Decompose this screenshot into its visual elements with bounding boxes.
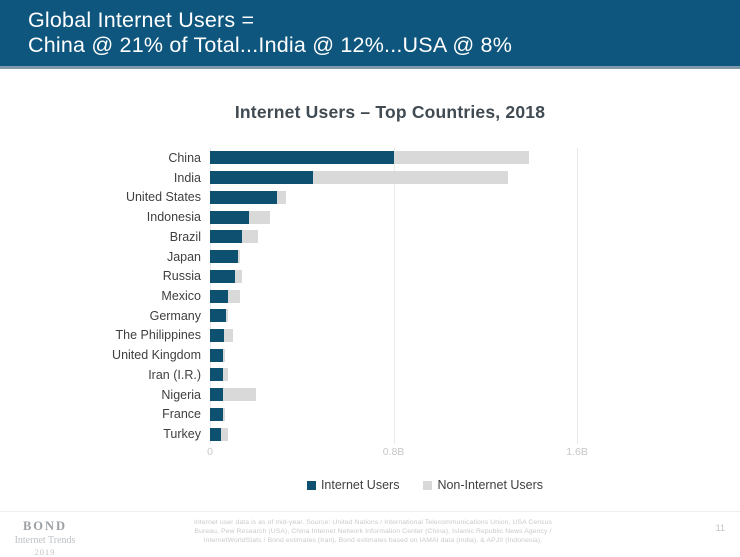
chart-row: The Philippines bbox=[116, 326, 640, 346]
non-internet-users-bar bbox=[248, 210, 270, 224]
internet-users-bar bbox=[210, 427, 222, 441]
bond-logo-subtitle: Internet Trends bbox=[14, 535, 76, 546]
chart-row: Iran (I.R.) bbox=[148, 365, 640, 385]
internet-users-bar bbox=[210, 230, 243, 244]
non-internet-users-bar bbox=[221, 427, 229, 441]
bond-logo: BOND Internet Trends 2019 bbox=[4, 519, 86, 557]
non-internet-users-bar bbox=[222, 368, 229, 382]
legend-label: Non-Internet Users bbox=[437, 478, 544, 492]
chart-row: Indonesia bbox=[147, 207, 640, 227]
non-internet-users-bar bbox=[393, 151, 529, 165]
page-number: 11 bbox=[715, 523, 725, 533]
slide-footer: BOND Internet Trends 2019 Internet user … bbox=[0, 511, 740, 557]
internet-users-bar bbox=[210, 151, 394, 165]
non-internet-users-bar bbox=[276, 190, 286, 204]
internet-users-bar bbox=[210, 250, 238, 264]
plot-area: China India United States Indonesia Brazil Ja… bbox=[112, 148, 640, 444]
non-internet-users-bar bbox=[242, 230, 259, 244]
chart-row: Mexico bbox=[161, 286, 640, 306]
chart-row: Russia bbox=[163, 266, 640, 286]
country-label: United States bbox=[125, 190, 201, 205]
country-label: Indonesia bbox=[146, 210, 201, 225]
country-label: Germany bbox=[149, 308, 201, 323]
country-label: China bbox=[168, 150, 201, 165]
gridline bbox=[393, 148, 395, 444]
non-internet-users-bar bbox=[222, 348, 225, 362]
non-internet-users-bar bbox=[222, 407, 225, 421]
chart-row: Turkey bbox=[163, 424, 640, 444]
disclaimer-line: Bureau, Pew Research (USA), China Intern… bbox=[194, 528, 552, 535]
chart-row: Germany bbox=[150, 306, 640, 326]
country-label: Japan bbox=[166, 249, 201, 264]
legend-item-non-internet-users: Non-Internet Users bbox=[423, 478, 543, 492]
non-internet-users-bar bbox=[313, 171, 509, 185]
internet-users-bar bbox=[210, 407, 223, 421]
internet-users-bar bbox=[210, 368, 223, 382]
gridline bbox=[577, 148, 579, 444]
disclaimer-line: Internet user data is as of mid-year. So… bbox=[194, 519, 552, 526]
country-label: Russia bbox=[162, 269, 201, 284]
chart-row: United Kingdom bbox=[112, 345, 640, 365]
chart-row: Brazil bbox=[170, 227, 640, 247]
non-internet-users-bar bbox=[235, 269, 243, 283]
non-internet-users-swatch-icon bbox=[423, 480, 433, 490]
internet-users-bar bbox=[210, 210, 249, 224]
internet-users-swatch-icon bbox=[306, 480, 316, 490]
non-internet-users-bar bbox=[223, 328, 233, 342]
bond-logo-year: 2019 bbox=[34, 547, 56, 557]
legend-item-internet-users: Internet Users bbox=[306, 478, 400, 492]
x-axis-tick-label: 0 bbox=[207, 446, 213, 458]
internet-users-bar bbox=[210, 309, 227, 323]
non-internet-users-bar bbox=[237, 250, 240, 264]
chart-row: Japan bbox=[167, 247, 640, 267]
non-internet-users-bar bbox=[222, 388, 256, 402]
country-label: Brazil bbox=[169, 229, 201, 244]
banner-title-line1: Global Internet Users = bbox=[28, 8, 255, 32]
non-internet-users-bar bbox=[228, 289, 240, 303]
country-label: Nigeria bbox=[161, 387, 201, 402]
internet-users-bar bbox=[210, 171, 314, 185]
country-label: India bbox=[173, 170, 201, 185]
country-label: United Kingdom bbox=[112, 348, 201, 363]
chart-row: Nigeria bbox=[161, 385, 640, 405]
chart-title: Internet Users – Top Countries, 2018 bbox=[234, 102, 546, 122]
internet-users-bar bbox=[210, 388, 223, 402]
country-label: Iran (I.R.) bbox=[148, 367, 201, 382]
internet-users-bar bbox=[210, 190, 277, 204]
chart-row: India bbox=[174, 168, 640, 188]
disclaimer-line: InternetWorldStats / Bond estimates (Ira… bbox=[203, 537, 543, 544]
source-disclaimer: Internet user data is as of mid-year. So… bbox=[172, 518, 574, 545]
country-label: Turkey bbox=[163, 427, 201, 442]
country-label: France bbox=[162, 407, 201, 422]
x-axis-tick-label: 1.6B bbox=[566, 446, 588, 458]
title-banner: Global Internet Users = China @ 21% of T… bbox=[0, 0, 740, 69]
internet-users-bar bbox=[210, 269, 236, 283]
chart-legend: Internet Users Non-Internet Users bbox=[210, 478, 640, 492]
internet-users-bar bbox=[210, 289, 229, 303]
non-internet-users-bar bbox=[226, 309, 229, 323]
chart-row: France bbox=[162, 405, 640, 425]
internet-users-bar bbox=[210, 328, 224, 342]
banner-title-line2: China @ 21% of Total...India @ 12%...USA… bbox=[28, 33, 513, 57]
chart-row: United States bbox=[126, 187, 640, 207]
country-label: The Philippines bbox=[115, 328, 201, 343]
x-axis-tick-label: 0.8B bbox=[382, 446, 405, 458]
legend-label: Internet Users bbox=[320, 478, 400, 492]
internet-users-bar bbox=[210, 348, 223, 362]
country-label: Mexico bbox=[161, 288, 201, 303]
bond-logo-name: BOND bbox=[22, 519, 68, 533]
chart-row: China bbox=[168, 148, 640, 168]
